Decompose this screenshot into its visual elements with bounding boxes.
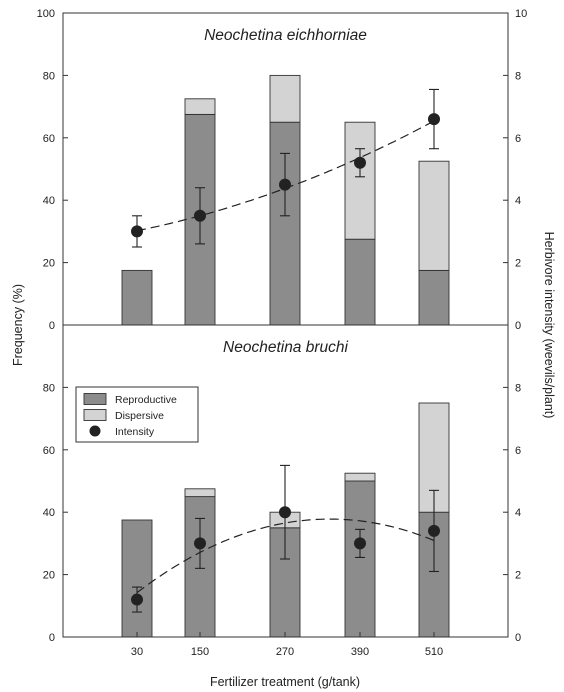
y-tick-label: 0 xyxy=(49,632,55,644)
panel-1: 0 20 40 60 80 100 0 2 4 6 8 10 Neochetina eichhornia… xyxy=(37,8,528,332)
y-tick-label: 40 xyxy=(43,507,55,519)
y-tick-label: 60 xyxy=(43,133,55,145)
bar-dispersive-150 xyxy=(184,488,216,498)
y2-tick-label: 10 xyxy=(515,8,527,20)
bar-dispersive-270 xyxy=(269,74,301,123)
y2-tick-label: 2 xyxy=(515,570,521,582)
bar-dispersive-150 xyxy=(184,98,216,115)
legend-swatch-reproductive xyxy=(83,393,107,405)
bar-dispersive-390 xyxy=(344,121,376,240)
intensity-point-270 xyxy=(279,506,291,519)
legend-marker-intensity xyxy=(89,425,101,437)
y-tick-label: 100 xyxy=(37,8,55,20)
panel-title: Neochetina eichhorniae xyxy=(204,27,367,44)
y2-tick-label: 4 xyxy=(515,195,521,207)
intensity-trend-line xyxy=(136,518,435,594)
y2-tick-label: 0 xyxy=(515,320,521,332)
bar-reproductive-510 xyxy=(418,269,450,326)
legend-label: Intensity xyxy=(115,426,155,438)
intensity-point-390 xyxy=(354,156,366,169)
legend-label: Dispersive xyxy=(115,410,164,422)
y-tick-label: 40 xyxy=(43,195,55,207)
bar-reproductive-390 xyxy=(344,480,376,638)
intensity-point-510 xyxy=(428,524,440,537)
legend-swatch-dispersive xyxy=(83,409,107,421)
y-tick-label: 20 xyxy=(43,570,55,582)
y2-tick-label: 0 xyxy=(515,632,521,644)
intensity-point-390 xyxy=(354,537,366,550)
y2-tick-label: 8 xyxy=(515,382,521,394)
y2-tick-label: 4 xyxy=(515,507,521,519)
y2-tick-label: 8 xyxy=(515,70,521,82)
legend: Reproductive Dispersive Intensity xyxy=(75,386,199,443)
intensity-point-150 xyxy=(194,209,206,222)
x-tick-label: 270 xyxy=(276,646,294,658)
panel-2: 0 20 40 60 80 0 2 4 6 8 Neochetina bruchi 30 150 270 3… xyxy=(43,324,521,658)
bar-dispersive-390 xyxy=(344,472,376,482)
y-tick-label: 20 xyxy=(43,258,55,270)
y-tick-label: 0 xyxy=(49,320,55,332)
y2-tick-label: 6 xyxy=(515,445,521,457)
x-tick-label: 150 xyxy=(191,646,209,658)
bar-reproductive-390 xyxy=(344,238,376,326)
y-tick-label: 60 xyxy=(43,445,55,457)
y2-tick-label: 2 xyxy=(515,258,521,270)
y-tick-label: 80 xyxy=(43,70,55,82)
intensity-point-270 xyxy=(279,178,291,191)
intensity-point-150 xyxy=(194,537,206,550)
y2-axis-title: Herbivore intensity (weevils/plant) xyxy=(542,232,556,419)
intensity-point-30 xyxy=(131,225,143,238)
bar-reproductive-30 xyxy=(121,519,153,638)
x-tick-label: 390 xyxy=(351,646,369,658)
y-tick-label: 80 xyxy=(43,382,55,394)
bar-reproductive-270 xyxy=(269,121,301,326)
y-axis-title: Frequency (%) xyxy=(11,284,25,366)
x-tick-label: 30 xyxy=(131,646,143,658)
bar-dispersive-510 xyxy=(418,160,450,271)
panel-title: Neochetina bruchi xyxy=(223,339,348,356)
y2-tick-label: 6 xyxy=(515,133,521,145)
intensity-point-30 xyxy=(131,593,143,606)
bar-reproductive-30 xyxy=(121,269,153,326)
legend-label: Reproductive xyxy=(115,394,177,406)
intensity-point-510 xyxy=(428,113,440,126)
x-tick-label: 510 xyxy=(425,646,443,658)
x-axis-title: Fertilizer treatment (g/tank) xyxy=(210,675,360,689)
